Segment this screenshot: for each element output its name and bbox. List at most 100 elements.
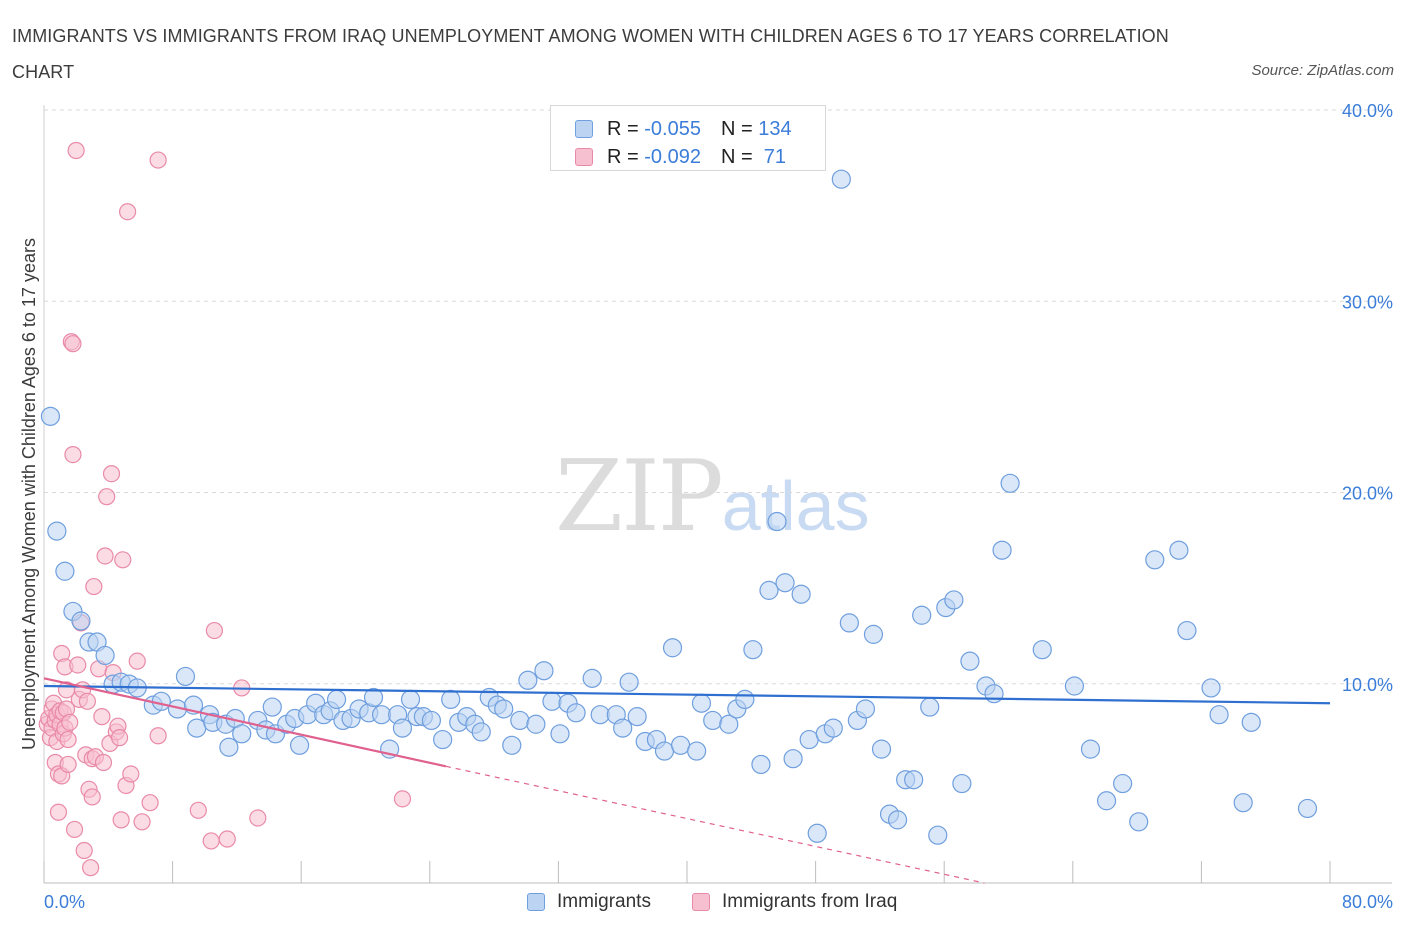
immigrants-point [421, 710, 442, 731]
immigrants-point [928, 825, 948, 845]
immigrants-point [55, 561, 75, 581]
trend-lines [43, 677, 1331, 884]
immigrants-point [232, 724, 252, 744]
immigrants-point [735, 689, 755, 710]
immigrants-point [518, 670, 538, 690]
immigrants-point [823, 718, 843, 738]
watermark-zip: ZIP [555, 440, 724, 554]
iraq-point [189, 801, 207, 819]
immigrants-point [1145, 550, 1165, 570]
legend-n-label: N = [720, 117, 759, 140]
iraq-point [67, 141, 85, 160]
iraq-point [149, 727, 167, 745]
immigrants-point [855, 699, 876, 719]
legend-r-value: -0.092 [644, 145, 701, 168]
immigrants-point [791, 584, 811, 604]
immigrants-point [371, 705, 392, 725]
immigrants-points [40, 169, 1318, 845]
immigrants-point [920, 697, 940, 717]
y-tick-label-10: 10.0% [1342, 675, 1393, 695]
immigrants-point [433, 729, 453, 750]
x-tick-label-min: 0.0% [44, 892, 85, 912]
axes [43, 105, 1392, 884]
immigrants-point [759, 580, 779, 600]
iraq-point [205, 621, 223, 640]
immigrants-point [326, 689, 347, 710]
iraq-point [96, 547, 114, 565]
immigrants-point [400, 689, 421, 710]
immigrants-point [1000, 473, 1020, 493]
immigrants-point [95, 645, 115, 666]
iraq-point [61, 713, 79, 731]
immigrants-point [47, 521, 67, 541]
legend-n-value: 134 [758, 117, 792, 140]
legend-swatch-pink [692, 893, 710, 911]
iraq-point [65, 820, 84, 839]
immigrants-point [944, 590, 964, 610]
immigrants-point [1233, 793, 1253, 813]
legend-label-immigrants: Immigrants [557, 891, 651, 912]
iraq-point [114, 551, 132, 569]
legend-swatch-blue [575, 120, 593, 138]
iraq-point [93, 708, 111, 726]
immigrants-point [1209, 705, 1229, 725]
immigrants-point [1113, 773, 1133, 794]
iraq-point [78, 692, 97, 710]
legend-n-label: N = [720, 145, 759, 168]
iraq-point [94, 753, 113, 772]
legend-label-iraq: Immigrants from Iraq [722, 891, 898, 912]
immigrants-point [831, 169, 851, 189]
immigrants-point [654, 741, 675, 761]
iraq-point [59, 730, 77, 749]
immigrants-trend-line [43, 684, 1331, 705]
immigrants-point [767, 511, 787, 532]
iraq-point [118, 203, 137, 221]
iraq-point [202, 832, 220, 850]
iraq-point [110, 729, 129, 747]
chart-title: IMMIGRANTS VS IMMIGRANTS FROM IRAQ UNEMP… [12, 26, 1169, 82]
iraq-point [64, 335, 82, 353]
immigrants-point [510, 710, 530, 731]
iraq-point [98, 488, 116, 506]
immigrants-point [187, 718, 207, 738]
iraq-point [393, 790, 412, 808]
immigrants-point [799, 729, 819, 750]
immigrants-point [441, 689, 461, 710]
tick-labels: 10.0% 20.0% 30.0% 40.0% 0.0% 80.0% [44, 101, 1393, 912]
immigrants-point [542, 691, 562, 711]
legend-n-value: 71 [758, 145, 787, 168]
immigrants-point [471, 722, 491, 742]
immigrants-point [550, 724, 570, 744]
legend-row-iraq: R = -0.092 N = 71 [575, 145, 786, 169]
immigrants-point [992, 540, 1012, 560]
legend-swatch-pink [575, 148, 593, 166]
iraq-point [85, 577, 103, 596]
immigrants-point [960, 651, 980, 671]
source-credit: Source: ZipAtlas.com [1251, 62, 1394, 79]
immigrants-point [502, 735, 522, 755]
immigrants-point [743, 640, 763, 660]
correlation-legend: R = -0.055 N = 134 R = -0.092 N = 71 [550, 105, 826, 171]
gridlines [44, 109, 1392, 685]
bottom-legend-immigrants: Immigrants [527, 888, 651, 916]
iraq-point [64, 446, 82, 464]
iraq-points [38, 141, 412, 877]
immigrants-point [526, 714, 546, 734]
immigrants-point [534, 661, 554, 681]
immigrants-point [1177, 620, 1197, 641]
iraq-point [141, 794, 159, 812]
legend-r-value: -0.055 [644, 117, 701, 140]
immigrants-point [363, 687, 384, 708]
iraq-point [82, 859, 100, 877]
iraq-point [112, 811, 130, 829]
immigrants-point [871, 739, 892, 759]
iraq-point [83, 788, 101, 806]
iraq-trend-extension [445, 765, 985, 884]
immigrants-point [952, 773, 972, 794]
immigrants-point [1201, 678, 1221, 698]
legend-r-label: R = [607, 145, 645, 168]
immigrants-point [887, 810, 908, 830]
immigrants-point [566, 703, 586, 723]
immigrants-point [984, 684, 1004, 704]
